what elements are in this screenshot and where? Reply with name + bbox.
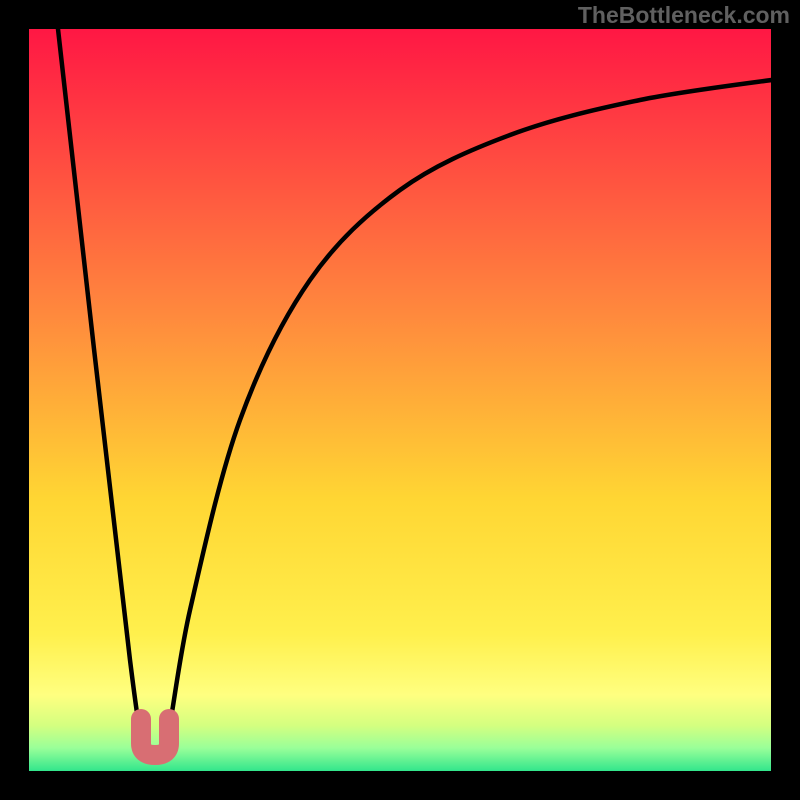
bottleneck-chart-svg (0, 0, 800, 800)
plot-area (15, 15, 787, 787)
chart-container: TheBottleneck.com (0, 0, 800, 800)
watermark-text: TheBottleneck.com (578, 2, 790, 29)
gradient-background (29, 29, 786, 786)
